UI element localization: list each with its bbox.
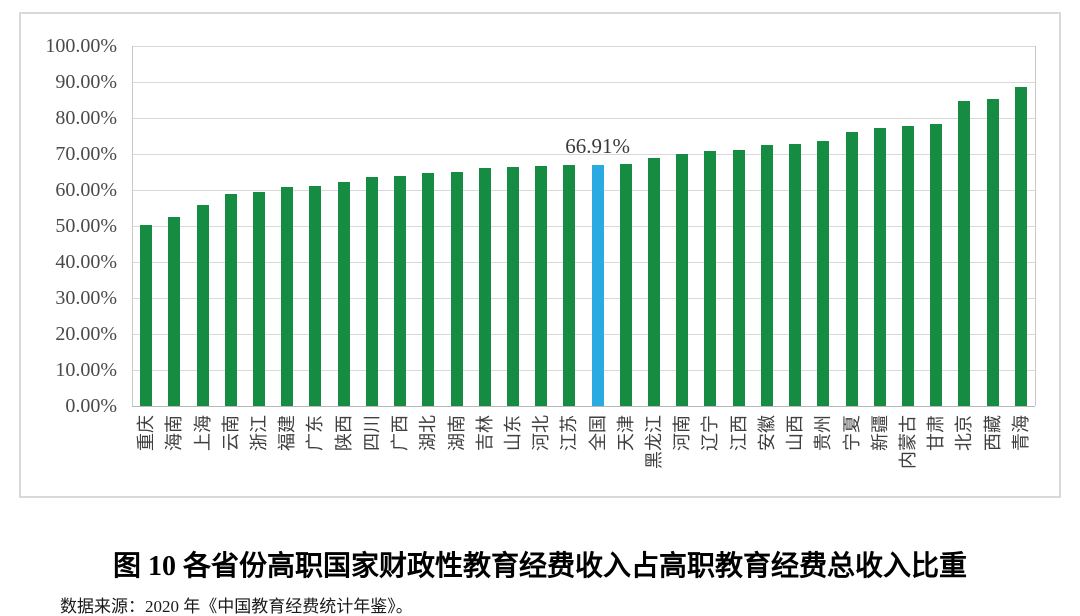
bar-内蒙古	[902, 125, 915, 406]
x-tick-label-贵州: 贵州	[813, 415, 834, 451]
gridline	[132, 82, 1035, 83]
x-tick-label-浙江: 浙江	[248, 415, 269, 451]
bar-福建	[281, 187, 294, 406]
x-tick-label-安徽: 安徽	[756, 415, 777, 451]
gridline	[132, 46, 1035, 47]
bar-宁夏	[845, 132, 858, 406]
bar-海南	[168, 217, 181, 406]
bar-陕西	[337, 182, 350, 406]
gridline	[132, 118, 1035, 119]
x-tick-label-河北: 河北	[531, 415, 552, 451]
bar-辽宁	[704, 151, 717, 406]
bar-山西	[789, 143, 802, 406]
x-tick-label-广东: 广东	[305, 415, 326, 451]
x-tick-label-陕西: 陕西	[333, 415, 354, 451]
bar-河南	[676, 153, 689, 406]
bar-广东	[309, 186, 322, 406]
y-tick-label: 10.00%	[55, 359, 117, 381]
bar-新疆	[873, 128, 886, 406]
bar-全国	[591, 165, 604, 406]
bar-四川	[365, 177, 378, 406]
x-tick-label-吉林: 吉林	[474, 415, 495, 451]
bar-湖北	[422, 172, 435, 406]
x-tick-label-内蒙古: 内蒙古	[898, 415, 919, 469]
y-tick-label: 50.00%	[55, 215, 117, 237]
bar-吉林	[478, 168, 491, 406]
y-tick-label: 70.00%	[55, 143, 117, 165]
x-tick-label-江苏: 江苏	[559, 415, 580, 451]
x-tick-label-上海: 上海	[192, 415, 213, 451]
y-tick-label: 60.00%	[55, 179, 117, 201]
bar-云南	[224, 193, 237, 406]
gridline	[132, 190, 1035, 191]
x-tick-label-重庆: 重庆	[136, 415, 157, 451]
x-tick-label-山东: 山东	[502, 415, 523, 451]
y-axis-line	[132, 46, 133, 406]
x-tick-label-福建: 福建	[277, 415, 298, 451]
bar-江西	[732, 150, 745, 406]
x-tick-label-天津: 天津	[615, 415, 636, 451]
bar-甘肃	[930, 124, 943, 406]
bar-北京	[958, 101, 971, 406]
x-tick-label-河南: 河南	[672, 415, 693, 451]
x-tick-label-黑龙江: 黑龙江	[644, 415, 665, 469]
gridline	[132, 370, 1035, 371]
x-tick-label-西藏: 西藏	[982, 415, 1003, 451]
x-tick-label-广西: 广西	[390, 415, 411, 451]
x-tick-label-全国: 全国	[587, 415, 608, 451]
y-tick-label: 40.00%	[55, 251, 117, 273]
bar-江苏	[563, 165, 576, 406]
bar-青海	[1014, 87, 1027, 406]
bar-贵州	[817, 141, 830, 406]
bar-河北	[535, 165, 548, 406]
gridline	[132, 334, 1035, 335]
y-tick-label: 100.00%	[45, 35, 117, 57]
gridline	[132, 262, 1035, 263]
gridline	[132, 298, 1035, 299]
x-tick-label-江西: 江西	[728, 415, 749, 451]
bar-安徽	[760, 145, 773, 406]
bar-西藏	[986, 98, 999, 406]
x-tick-label-辽宁: 辽宁	[700, 415, 721, 451]
bar-广西	[394, 175, 407, 406]
figure-title: 图 10 各省份高职国家财政性教育经费收入占高职教育经费总收入比重	[112, 551, 967, 582]
bar-重庆	[140, 224, 153, 406]
bar-天津	[619, 163, 632, 406]
y-tick-label: 80.00%	[55, 107, 117, 129]
y-tick-label: 90.00%	[55, 71, 117, 93]
x-tick-label-四川: 四川	[361, 415, 382, 451]
plot-right-border	[1035, 46, 1036, 406]
x-tick-label-宁夏: 宁夏	[841, 415, 862, 451]
bar-湖南	[450, 171, 463, 406]
x-axis-line	[132, 406, 1035, 407]
bar-浙江	[252, 191, 265, 406]
y-tick-label: 30.00%	[55, 287, 117, 309]
x-tick-label-北京: 北京	[954, 415, 975, 451]
x-tick-label-山西: 山西	[785, 415, 806, 451]
x-tick-label-湖南: 湖南	[446, 415, 467, 451]
x-tick-label-湖北: 湖北	[418, 415, 439, 451]
bar-黑龙江	[648, 157, 661, 406]
bar-山东	[506, 166, 519, 406]
bar-上海	[196, 205, 209, 406]
x-tick-label-新疆: 新疆	[869, 415, 890, 451]
gridline	[132, 226, 1035, 227]
gridline	[132, 154, 1035, 155]
x-tick-label-青海: 青海	[1010, 415, 1031, 451]
x-tick-label-海南: 海南	[164, 415, 185, 451]
chart-area: 0.00% 10.00% 20.00% 30.00% 40.00% 50.00% 60.00…	[19, 12, 1061, 498]
x-tick-label-云南: 云南	[220, 415, 241, 451]
x-tick-label-甘肃: 甘肃	[926, 415, 947, 451]
national-value-label: 66.91%	[565, 134, 630, 159]
figure-source: 数据来源：2020 年《中国教育经费统计年鉴》。	[60, 597, 413, 616]
y-tick-label: 0.00%	[65, 395, 117, 417]
y-tick-label: 20.00%	[55, 323, 117, 345]
